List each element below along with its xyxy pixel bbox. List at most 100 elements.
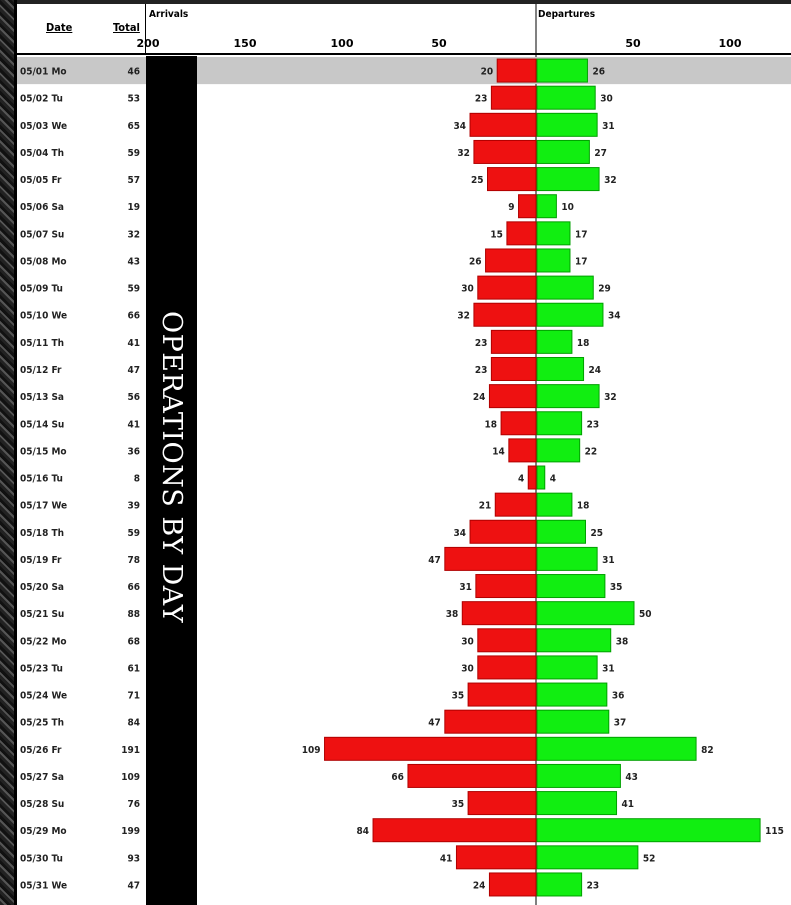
departures-value-label: 17: [575, 229, 588, 240]
arrivals-value-label: 24: [473, 880, 486, 891]
departures-bar: [536, 438, 581, 463]
arrivals-value-label: 26: [469, 256, 482, 267]
arrivals-bar: [488, 872, 537, 897]
departures-bar: [536, 628, 612, 653]
header-separator: [145, 4, 146, 55]
departures-value-label: 37: [614, 718, 627, 729]
total-value: 66: [127, 311, 140, 322]
arrivals-value-label: 4: [518, 474, 524, 485]
date-label: 05/10 We: [20, 311, 67, 322]
total-value: 84: [127, 718, 140, 729]
date-label: 05/17 We: [20, 501, 67, 512]
arrivals-value-label: 30: [461, 663, 474, 674]
date-label: 05/26 Fr: [20, 745, 62, 756]
departures-value-label: 22: [585, 446, 598, 457]
date-label: 05/13 Sa: [20, 392, 64, 403]
arrivals-value-label: 34: [454, 121, 467, 132]
arrivals-value-label: 32: [457, 148, 470, 159]
total-value: 199: [121, 826, 140, 837]
arrivals-bar: [490, 356, 537, 381]
arrivals-value-label: 18: [485, 419, 498, 430]
arrivals-value-label: 34: [454, 528, 467, 539]
arrivals-value-label: 15: [490, 229, 503, 240]
departures-bar: [536, 736, 697, 761]
total-value: 59: [127, 148, 140, 159]
date-label: 05/03 We: [20, 121, 67, 132]
total-value: 41: [127, 338, 140, 349]
departures-bar: [536, 791, 618, 816]
arrivals-value-label: 32: [457, 311, 470, 322]
departures-value-label: 36: [612, 691, 625, 702]
total-value: 56: [127, 392, 140, 403]
departures-bar: [536, 519, 586, 544]
arrivals-bar: [469, 519, 537, 544]
arrivals-bar: [473, 302, 537, 327]
arrivals-value-label: 31: [459, 582, 472, 593]
arrivals-value-label: 25: [471, 175, 484, 186]
arrivals-value-label: 38: [446, 609, 459, 620]
date-label: 05/18 Th: [20, 528, 64, 539]
arrivals-value-label: 41: [440, 853, 453, 864]
departures-bar: [536, 58, 588, 83]
total-value: 57: [127, 175, 140, 186]
arrivals-value-label: 109: [302, 745, 321, 756]
total-value: 61: [127, 663, 140, 674]
date-label: 05/14 Su: [20, 419, 64, 430]
date-label: 05/30 Tu: [20, 853, 63, 864]
date-label: 05/27 Sa: [20, 772, 64, 783]
date-label: 05/04 Th: [20, 148, 64, 159]
departures-bar: [536, 221, 571, 246]
total-value: 68: [127, 636, 140, 647]
departures-bar: [536, 574, 606, 599]
departures-bar: [536, 302, 604, 327]
departures-bar: [536, 85, 596, 110]
arrivals-bar: [475, 574, 537, 599]
left-border-line: [14, 0, 17, 905]
departures-value-label: 23: [587, 419, 600, 430]
departures-bar: [536, 709, 610, 734]
date-label: 05/23 Tu: [20, 663, 63, 674]
departures-bar: [536, 248, 571, 273]
arrivals-bar: [527, 465, 537, 490]
total-value: 41: [127, 419, 140, 430]
departures-value-label: 23: [587, 880, 600, 891]
departures-bar: [536, 194, 557, 219]
departures-value-label: 115: [765, 826, 784, 837]
total-column-header[interactable]: Total: [113, 21, 140, 34]
departures-value-label: 17: [575, 256, 588, 267]
arrivals-bar: [477, 275, 537, 300]
date-column-header[interactable]: Date: [46, 21, 73, 34]
date-label: 05/01 Mo: [20, 67, 67, 78]
arrivals-value-label: 21: [479, 501, 492, 512]
departures-value-label: 41: [622, 799, 635, 810]
departures-value-label: 29: [598, 284, 611, 295]
total-value: 19: [127, 202, 140, 213]
departures-value-label: 35: [610, 582, 623, 593]
date-label: 05/19 Fr: [20, 555, 62, 566]
total-value: 36: [127, 446, 140, 457]
date-label: 05/21 Su: [20, 609, 64, 620]
arrivals-bar: [477, 655, 537, 680]
date-label: 05/07 Su: [20, 229, 64, 240]
arrivals-value-label: 84: [357, 826, 370, 837]
arrivals-bar: [372, 818, 537, 843]
departures-bar: [536, 465, 546, 490]
date-label: 05/02 Tu: [20, 94, 63, 105]
arrivals-bar: [461, 601, 537, 626]
total-value: 88: [127, 609, 140, 620]
departures-bar: [536, 845, 639, 870]
departures-value-label: 82: [701, 745, 714, 756]
departures-value-label: 24: [589, 365, 602, 376]
arrivals-bar: [488, 384, 537, 409]
arrivals-value-label: 35: [452, 799, 465, 810]
arrivals-value-label: 30: [461, 284, 474, 295]
date-label: 05/05 Fr: [20, 175, 62, 186]
arrivals-bar: [473, 139, 537, 164]
total-value: 109: [121, 772, 140, 783]
arrivals-value-label: 20: [481, 67, 494, 78]
date-label: 05/28 Su: [20, 799, 64, 810]
arrivals-value-label: 23: [475, 365, 488, 376]
arrivals-bar: [506, 221, 537, 246]
